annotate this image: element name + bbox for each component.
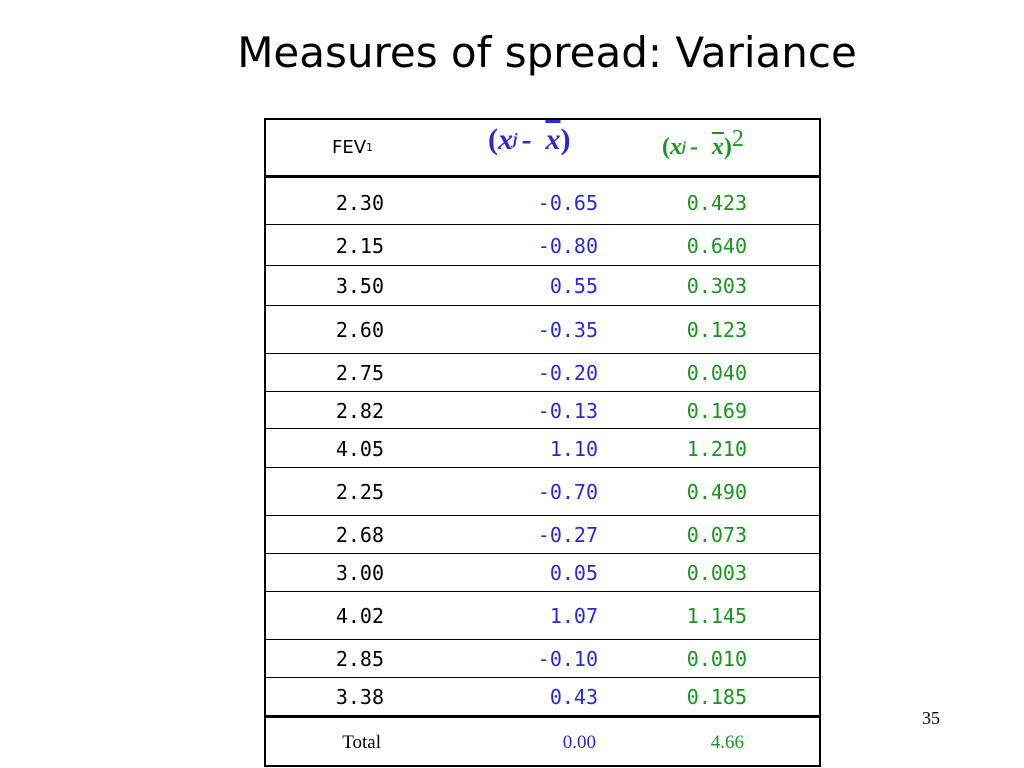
table-row: 3.50 0.55 0.303	[266, 265, 819, 306]
table-cell: 1.07	[549, 604, 598, 628]
table-row: 2.25 -0.70 0.490	[266, 467, 819, 516]
table-cell: 0.303	[686, 274, 747, 298]
table-cell: 0.003	[686, 561, 747, 585]
table-cell: 0.05	[549, 561, 598, 585]
paren: (	[662, 134, 670, 160]
table-cell: 0.423	[686, 190, 747, 215]
table-row: 3.00 0.05 0.003	[266, 553, 819, 592]
table-cell: 2.75	[335, 361, 384, 385]
table-cell: -0.13	[537, 398, 598, 423]
var-sub: j	[513, 130, 518, 148]
table-cell: 2.82	[335, 398, 384, 423]
op: -	[689, 134, 698, 160]
table-cell: 2.15	[335, 233, 384, 258]
table-cell: 0.040	[686, 361, 747, 385]
table-cell: 0.169	[686, 398, 747, 423]
table-cell: 0.55	[549, 274, 598, 298]
var: x	[498, 122, 513, 156]
header-text: FEV	[332, 137, 367, 158]
table-cell: -0.70	[537, 480, 598, 504]
paren: )	[560, 122, 571, 156]
var: x	[670, 134, 682, 160]
op: -	[521, 122, 532, 156]
table-cell: -0.35	[537, 318, 598, 342]
table-cell: 0.185	[686, 685, 747, 709]
table-cell: 2.30	[335, 190, 384, 215]
table-cell: 3.50	[335, 274, 384, 298]
table-cell: 4.02	[335, 604, 384, 628]
table-cell: 0.490	[686, 480, 747, 504]
mean: x	[711, 134, 724, 160]
table-cell: 0.640	[686, 233, 747, 258]
var-sub: j	[682, 139, 686, 155]
table-cell: 3.38	[335, 685, 384, 709]
table-cell: -0.10	[537, 647, 598, 671]
table-row: 2.30 -0.65 0.423	[266, 175, 819, 227]
table-cell: 4.66	[710, 732, 744, 753]
header-deviation: (x j - x)	[488, 112, 570, 167]
table-row: 4.05 1.10 1.210	[266, 428, 819, 468]
header-squared: (x j - x) 2	[662, 120, 744, 175]
table-row: 4.02 1.07 1.145	[266, 591, 819, 640]
table-row: 2.75 -0.20 0.040	[266, 353, 819, 392]
table-cell: 1.145	[686, 604, 747, 628]
table-row: Total 0.00 4.66	[266, 715, 819, 768]
table-cell: 0.43	[549, 685, 598, 709]
table-cell: 2.68	[335, 523, 384, 547]
table-cell: 0.00	[562, 732, 596, 753]
table-cell: Total	[342, 732, 381, 753]
slide-title: Measures of spread: Variance	[237, 28, 857, 77]
table-cell: 3.00	[335, 561, 384, 585]
header-sub: 1	[366, 141, 374, 154]
mean: x	[545, 122, 561, 156]
paren: (	[488, 122, 498, 156]
table-row: 2.82 -0.13 0.169	[266, 391, 819, 429]
table-cell: -0.20	[537, 361, 598, 385]
table-cell: 4.05	[335, 436, 384, 461]
table-cell: 1.10	[549, 436, 598, 461]
page-number: 35	[922, 708, 940, 728]
header-fev: FEV 1	[332, 120, 373, 175]
table-cell: 0.073	[686, 523, 747, 547]
table-row: 2.15 -0.80 0.640	[266, 224, 819, 266]
table-cell: 1.210	[686, 436, 747, 461]
table-cell: 0.123	[686, 318, 747, 342]
table-cell: 2.85	[335, 647, 384, 671]
table-cell: -0.80	[537, 233, 598, 258]
table-cell: -0.27	[537, 523, 598, 547]
table-cell: 2.60	[335, 318, 384, 342]
table-cell: -0.65	[537, 190, 598, 215]
table-row: 2.68 -0.27 0.073	[266, 515, 819, 554]
table-row: 3.38 0.43 0.185	[266, 677, 819, 716]
table-cell: 0.010	[686, 647, 747, 671]
data-table: FEV 1 (x j - x) (x j - x) 2 2.30 -0.65 0.423 2.15 -0…	[264, 118, 821, 767]
table-row: 2.85 -0.10 0.010	[266, 639, 819, 678]
table-row: 2.60 -0.35 0.123	[266, 305, 819, 354]
exponent: 2	[731, 126, 744, 152]
paren: )	[723, 134, 732, 160]
table-cell: 2.25	[335, 480, 384, 504]
